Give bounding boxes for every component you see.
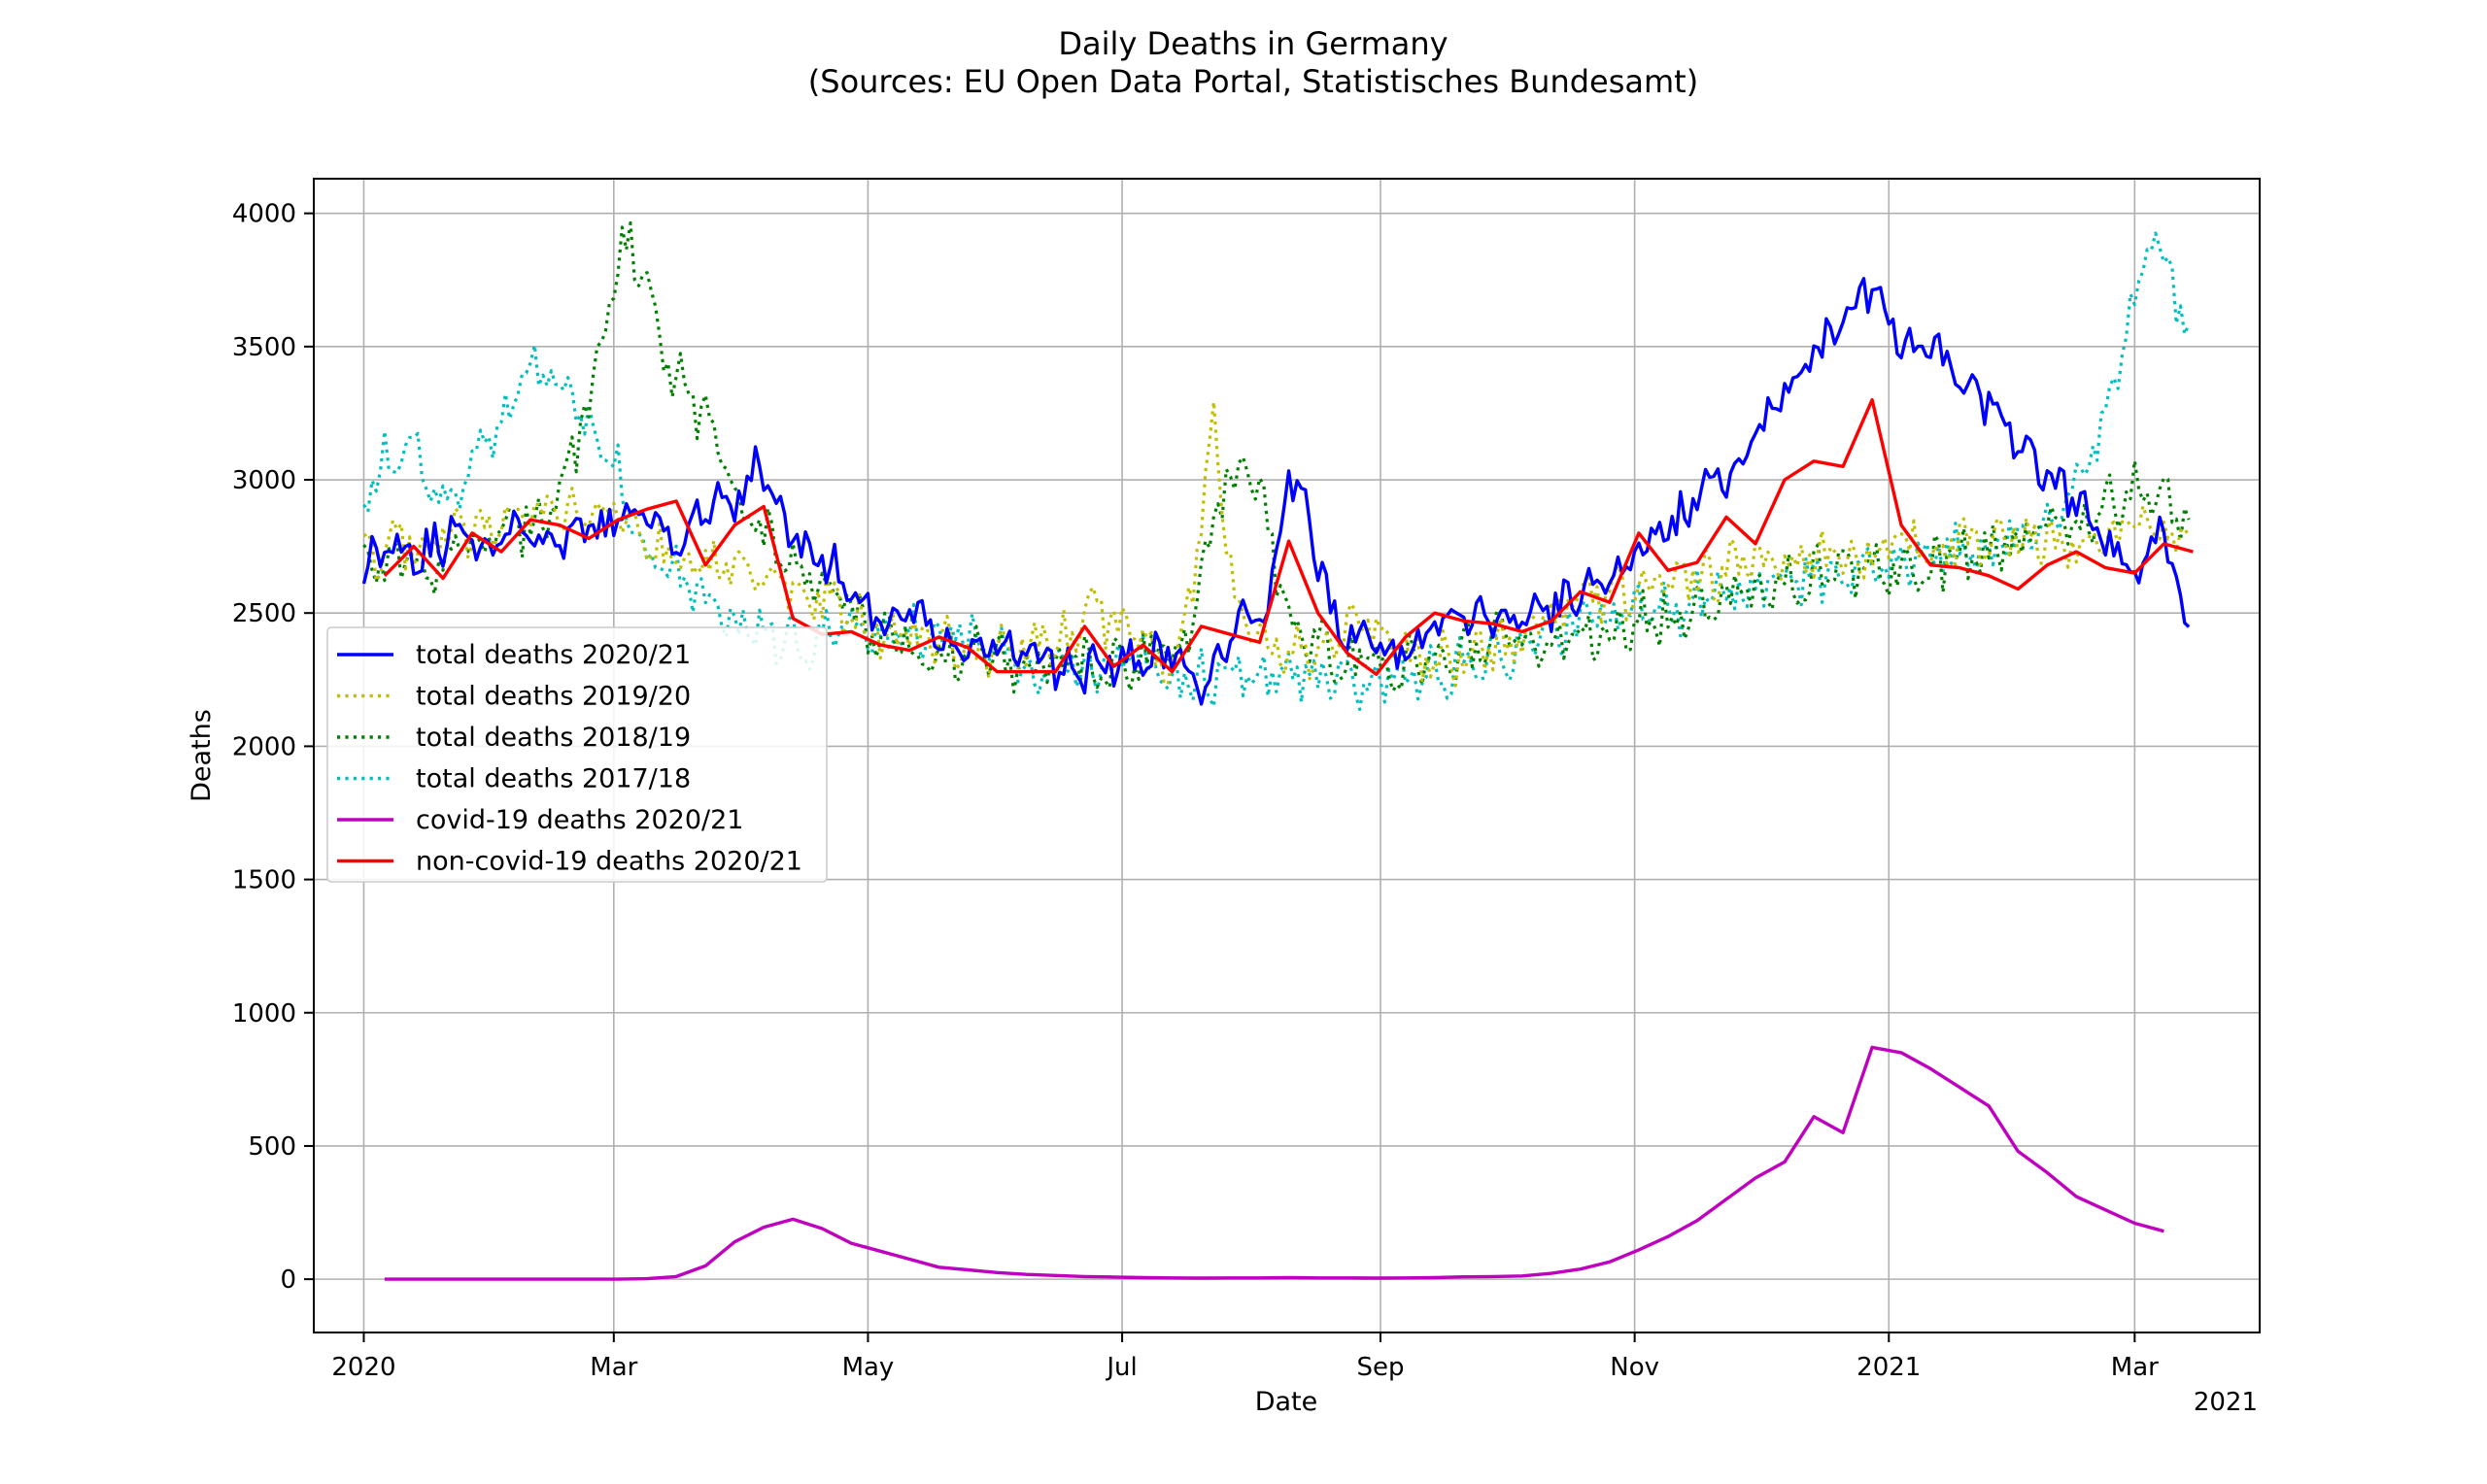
legend-label-4: covid-19 deaths 2020/21 (416, 805, 743, 835)
y-tick-label-1: 500 (248, 1132, 296, 1162)
legend-label-3: total deaths 2017/18 (416, 764, 691, 794)
series-line-1 (362, 400, 2191, 688)
legend: total deaths 2020/21 total deaths 2019/20… (326, 626, 828, 883)
y-tick-label-8: 4000 (232, 200, 296, 229)
series-line-5 (383, 398, 2194, 676)
series-layer (361, 220, 2194, 1281)
y-tick-label-2: 1000 (232, 999, 296, 1029)
x-axis-offset-label: 2021 (2194, 1388, 2258, 1417)
series-line-0 (361, 277, 2191, 706)
y-tick-label-0: 0 (280, 1265, 296, 1295)
y-tick-label-3: 1500 (232, 866, 296, 895)
legend-label-1: total deaths 2019/20 (416, 682, 691, 712)
ticks: 2020 Mar May Jul Sep Nov 2021 Mar 0 500 1000 1500 20… (232, 200, 2159, 1382)
legend-label-5: non-covid-19 deaths 2020/21 (416, 847, 802, 877)
y-tick-label-4: 2000 (232, 732, 296, 761)
legend-box (326, 626, 828, 883)
x-tick-label-4: Sep (1356, 1353, 1404, 1382)
chart-subtitle: (Sources: EU Open Data Portal, Statistis… (808, 63, 1698, 100)
x-tick-label-6: 2021 (1857, 1353, 1921, 1382)
plot-frame (313, 178, 2261, 1333)
chart-title: Daily Deaths in Germany (1058, 25, 1448, 62)
x-axis-label: Date (1255, 1387, 1318, 1417)
x-tick-label-0: 2020 (331, 1353, 395, 1382)
x-tick-label-1: Mar (590, 1353, 637, 1382)
x-tick-label-2: May (842, 1353, 895, 1382)
legend-label-0: total deaths 2020/21 (416, 640, 691, 670)
series-line-2 (362, 220, 2191, 694)
y-tick-label-5: 2500 (232, 599, 296, 628)
y-tick-label-7: 3500 (232, 333, 296, 362)
x-tick-label-3: Jul (1105, 1353, 1137, 1382)
y-tick-label-6: 3000 (232, 466, 296, 495)
y-axis-label: Deaths (187, 709, 217, 802)
series-line-4 (384, 1045, 2164, 1281)
series-line-3 (362, 231, 2191, 712)
x-tick-label-5: Nov (1610, 1353, 1659, 1382)
x-tick-label-7: Mar (2111, 1353, 2159, 1382)
legend-label-2: total deaths 2018/19 (416, 723, 691, 753)
